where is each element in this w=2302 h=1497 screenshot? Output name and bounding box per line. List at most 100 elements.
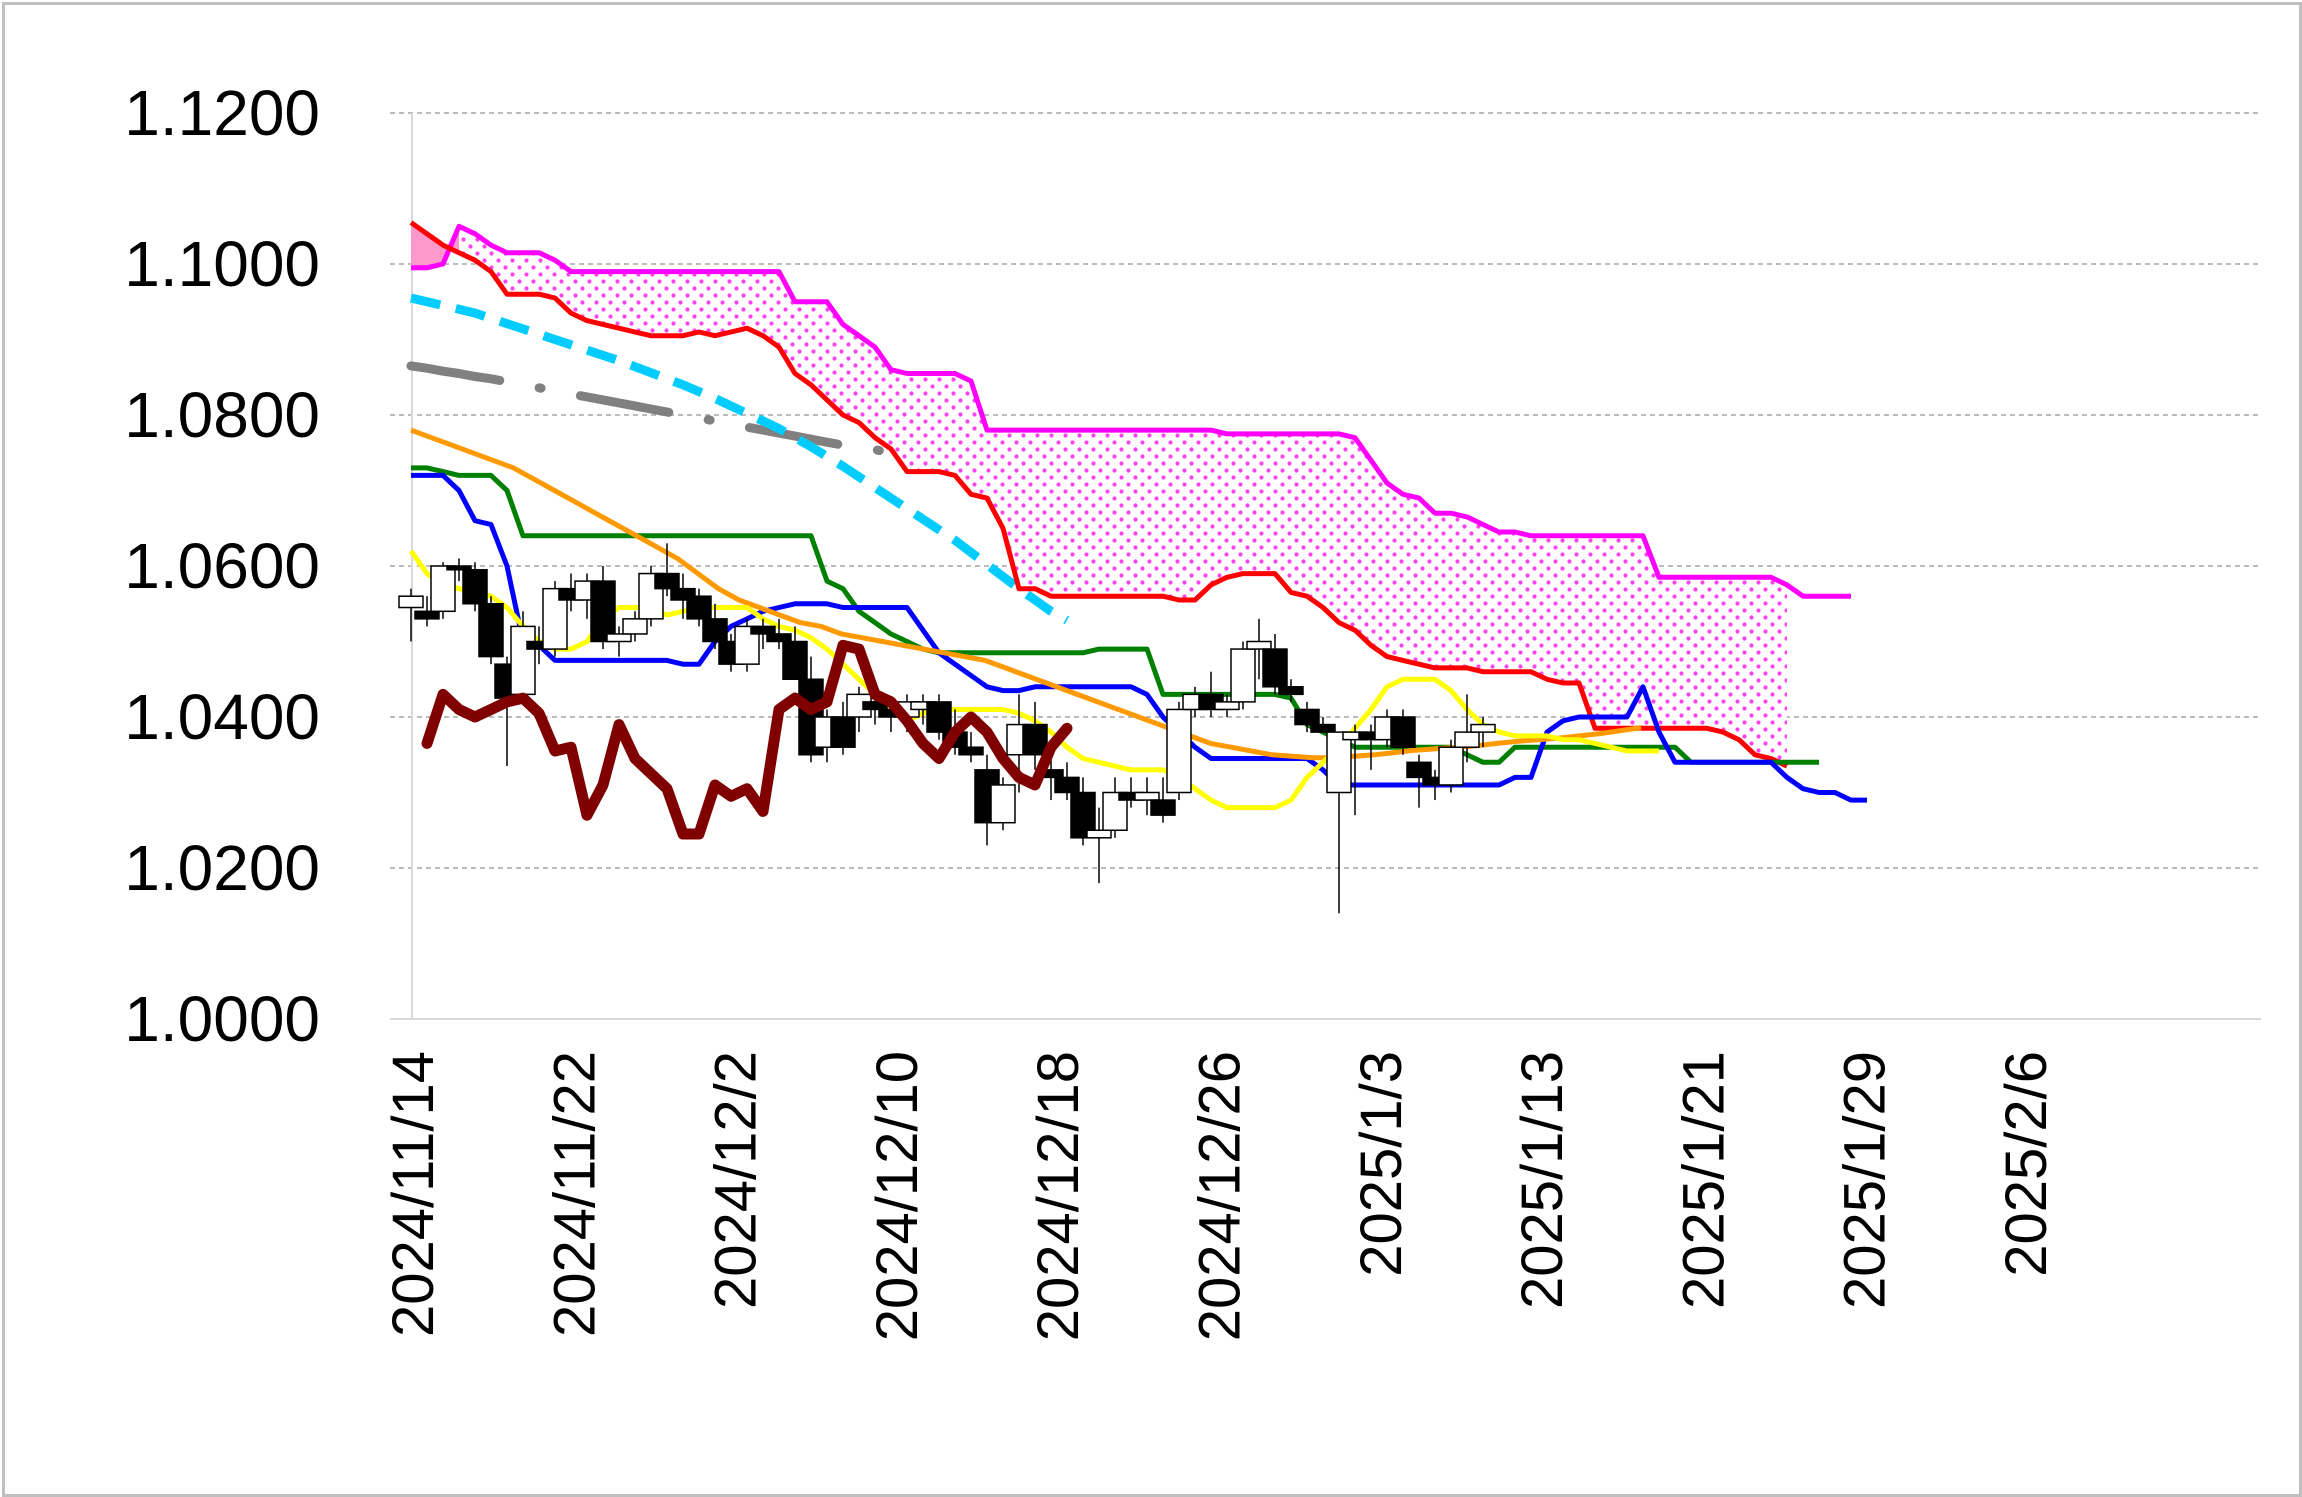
y-tick-label: 1.0000 bbox=[124, 983, 320, 1055]
y-tick-label: 1.0800 bbox=[124, 379, 320, 451]
candle-body bbox=[462, 569, 488, 605]
candle-body bbox=[1470, 723, 1496, 733]
candle-body bbox=[1214, 701, 1240, 711]
cloud-segment bbox=[1211, 430, 1227, 585]
long-average-line bbox=[410, 427, 1642, 761]
candle-body bbox=[958, 746, 984, 756]
candle-body bbox=[398, 595, 424, 609]
candle-body bbox=[1294, 708, 1320, 726]
cloud-segment bbox=[1467, 516, 1483, 672]
candle-body bbox=[926, 701, 952, 733]
cloud-segment bbox=[1307, 433, 1323, 608]
cloud-segment bbox=[1131, 430, 1147, 597]
cloud-segment bbox=[1563, 535, 1579, 684]
cloud-segment bbox=[1083, 430, 1099, 597]
candle-body bbox=[1150, 799, 1176, 816]
cloud-segment bbox=[507, 252, 523, 295]
candle-body bbox=[702, 618, 728, 643]
cloud-segment bbox=[955, 373, 971, 495]
candle-body bbox=[782, 640, 808, 680]
cloud-segment bbox=[1003, 430, 1019, 589]
cloud-segment bbox=[427, 233, 443, 268]
cloud-segment bbox=[1707, 577, 1723, 733]
x-tick-label: 2025/1/13 bbox=[1510, 1051, 1575, 1309]
cloud-segment bbox=[1627, 535, 1643, 729]
cloud-segment bbox=[1643, 535, 1659, 729]
cloud-segment bbox=[827, 301, 843, 415]
y-tick-label: 1.1000 bbox=[124, 228, 320, 300]
cloud-segment bbox=[1771, 577, 1787, 767]
cloud-segment bbox=[1531, 535, 1547, 680]
cloud-segment bbox=[1147, 430, 1163, 597]
cloud-segment bbox=[811, 301, 827, 400]
candle-body bbox=[990, 784, 1016, 824]
candle-body bbox=[1134, 791, 1160, 801]
candle-body bbox=[1102, 791, 1128, 831]
senkou-span-b-line bbox=[411, 223, 1851, 599]
candle-body bbox=[446, 565, 472, 571]
x-tick-label: 2024/11/14 bbox=[381, 1051, 446, 1337]
x-axis-ticks: 2024/11/14 2024/11/22 2024/12/2 2024/12/10 2… bbox=[381, 1051, 2059, 1341]
candlesticks bbox=[398, 543, 1496, 914]
cloud-segment bbox=[1339, 433, 1355, 631]
cloud-segment bbox=[1435, 513, 1451, 668]
cloud-segment bbox=[1579, 535, 1595, 729]
cloud-segment bbox=[923, 373, 939, 472]
cloud-segment bbox=[587, 271, 603, 325]
cloud-segment bbox=[1675, 577, 1691, 729]
x-tick-label: 2025/1/21 bbox=[1671, 1051, 1736, 1309]
ichimoku-chart: 1.0000 1.0200 1.0400 1.0600 1.0800 1.1000 1.12… bbox=[124, 77, 2261, 1341]
cloud-segment bbox=[491, 245, 507, 295]
cloud-segment bbox=[571, 271, 587, 321]
cloud-segment bbox=[1323, 433, 1339, 623]
candle-body bbox=[606, 633, 632, 643]
cloud-segment bbox=[715, 271, 731, 336]
candle-body bbox=[478, 603, 504, 658]
kijun-sen-line bbox=[411, 465, 1819, 765]
candle-body bbox=[670, 587, 696, 601]
cloud-segment bbox=[683, 271, 699, 336]
y-tick-label: 1.1200 bbox=[124, 77, 320, 149]
candle-body bbox=[766, 633, 792, 643]
cloud-segment bbox=[1051, 430, 1067, 597]
cloud-segment bbox=[619, 271, 635, 332]
cloud-segment bbox=[1691, 577, 1707, 729]
cloud-segment bbox=[1035, 430, 1051, 597]
cloud-segment bbox=[1099, 430, 1115, 597]
cloud-segment bbox=[1291, 433, 1307, 597]
candle-body bbox=[1054, 776, 1080, 794]
cloud-segment bbox=[747, 271, 763, 336]
cloud-segment bbox=[1595, 535, 1611, 729]
candle-body bbox=[830, 716, 856, 748]
candle-body bbox=[686, 595, 712, 620]
cyan-dashed-line bbox=[409, 293, 1070, 625]
cloud-segment bbox=[843, 324, 859, 423]
cloud-segment bbox=[795, 301, 811, 385]
cloud-segment bbox=[1195, 430, 1211, 600]
x-tick-label: 2024/12/26 bbox=[1188, 1051, 1253, 1341]
cloud-segment bbox=[1019, 430, 1035, 589]
candle-body bbox=[1022, 723, 1048, 756]
candle-body bbox=[1262, 648, 1288, 688]
candle-body bbox=[1230, 648, 1256, 703]
candle-body bbox=[1310, 723, 1336, 733]
candle-body bbox=[430, 565, 456, 613]
x-tick-label: 2024/12/18 bbox=[1026, 1051, 1091, 1341]
cloud-segment bbox=[1755, 577, 1771, 759]
candle-body bbox=[510, 625, 536, 696]
reference-lines bbox=[406, 293, 1070, 625]
cloud-segment bbox=[763, 271, 779, 348]
cloud-segment bbox=[1163, 430, 1179, 600]
gray-dashdot-line bbox=[406, 361, 896, 458]
cloud-segment bbox=[1259, 433, 1275, 574]
candle-body bbox=[542, 587, 568, 650]
candle-body bbox=[1326, 731, 1352, 794]
cloud-segment bbox=[907, 373, 923, 472]
candle-body bbox=[1454, 731, 1480, 748]
x-tick-label: 2025/1/3 bbox=[1349, 1051, 1414, 1277]
cloud-segment bbox=[1723, 577, 1739, 740]
cloud-segment bbox=[1547, 535, 1563, 684]
cloud-segment bbox=[1451, 513, 1467, 668]
cloud-segment bbox=[891, 369, 907, 472]
